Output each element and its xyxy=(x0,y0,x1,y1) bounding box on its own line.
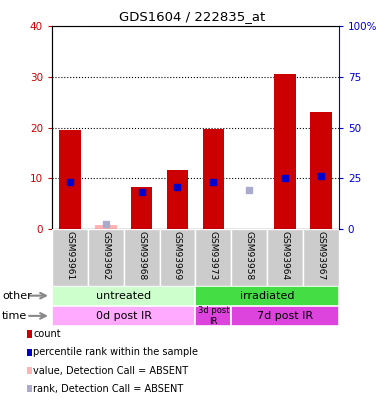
Text: GSM93962: GSM93962 xyxy=(101,230,110,279)
Bar xyxy=(159,229,196,286)
Text: 3d post
IR: 3d post IR xyxy=(198,306,229,326)
Bar xyxy=(231,229,267,286)
Text: time: time xyxy=(2,311,27,321)
Text: GSM93958: GSM93958 xyxy=(244,230,254,280)
Bar xyxy=(52,286,195,306)
Text: 7d post IR: 7d post IR xyxy=(257,311,313,321)
Bar xyxy=(267,229,303,286)
Bar xyxy=(195,306,231,326)
Text: 0d post IR: 0d post IR xyxy=(96,311,152,321)
Text: percentile rank within the sample: percentile rank within the sample xyxy=(33,347,198,357)
Bar xyxy=(95,225,117,229)
Bar xyxy=(167,170,188,229)
Bar xyxy=(195,286,339,306)
Text: GSM93967: GSM93967 xyxy=(316,230,325,280)
Text: GDS1604 / 222835_at: GDS1604 / 222835_at xyxy=(119,10,266,23)
Text: GSM93969: GSM93969 xyxy=(173,230,182,280)
Bar xyxy=(303,229,339,286)
Bar xyxy=(131,187,152,229)
Text: GSM93961: GSM93961 xyxy=(65,230,74,280)
Bar xyxy=(231,306,339,326)
Bar xyxy=(52,306,195,326)
Text: GSM93964: GSM93964 xyxy=(281,230,290,279)
Bar xyxy=(310,112,331,229)
Text: other: other xyxy=(2,291,32,301)
Text: GSM93973: GSM93973 xyxy=(209,230,218,280)
Bar xyxy=(274,75,296,229)
Text: untreated: untreated xyxy=(96,291,151,301)
Bar xyxy=(195,229,231,286)
Text: rank, Detection Call = ABSENT: rank, Detection Call = ABSENT xyxy=(33,384,183,394)
Text: GSM93968: GSM93968 xyxy=(137,230,146,280)
Text: count: count xyxy=(33,329,61,339)
Bar xyxy=(59,130,81,229)
Bar xyxy=(124,229,159,286)
Text: value, Detection Call = ABSENT: value, Detection Call = ABSENT xyxy=(33,366,188,375)
Bar xyxy=(203,129,224,229)
Text: irradiated: irradiated xyxy=(240,291,295,301)
Bar xyxy=(88,229,124,286)
Bar xyxy=(52,229,88,286)
